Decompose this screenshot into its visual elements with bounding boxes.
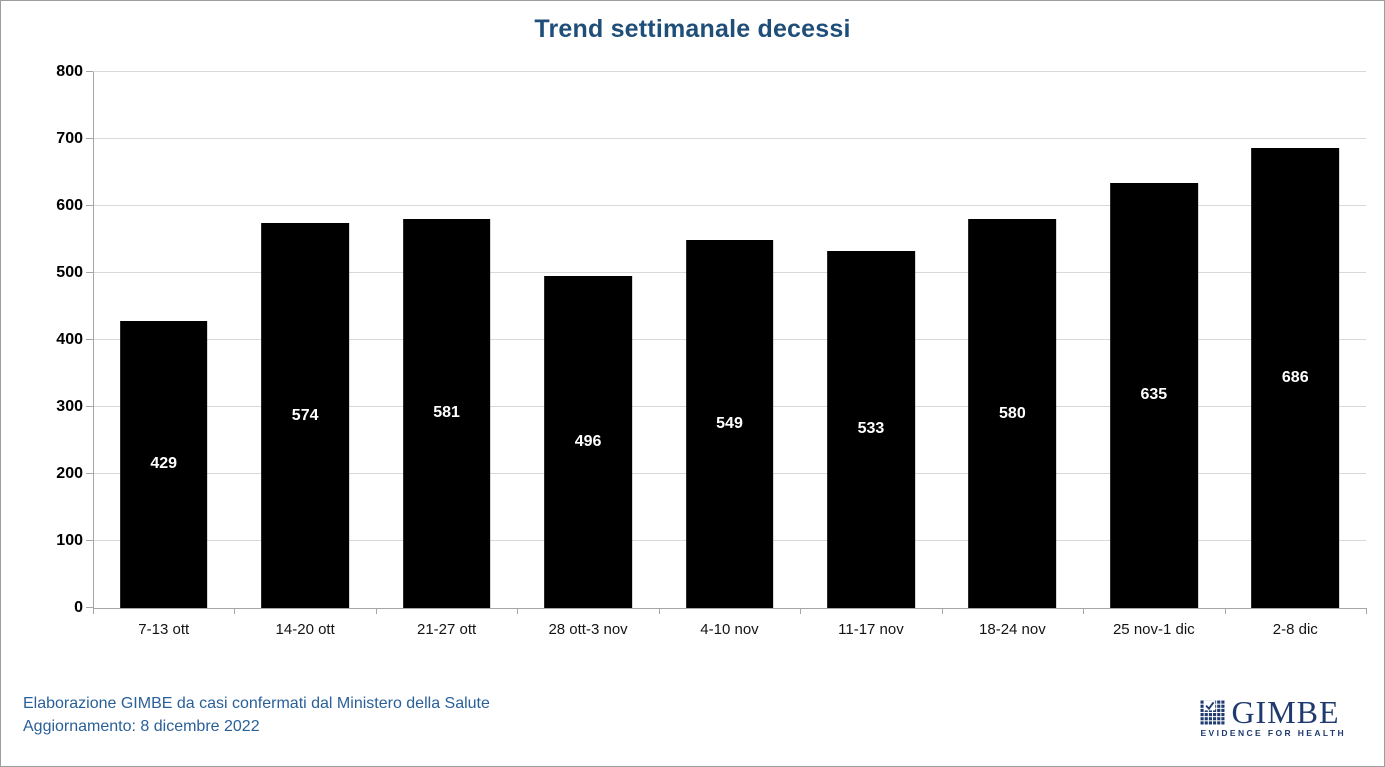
- x-axis-tick-label: 2-8 dic: [1272, 621, 1318, 638]
- bar-value-label: 574: [291, 406, 319, 424]
- x-axis-tick-label: 21-27 ott: [416, 621, 477, 638]
- bar-value-label: 580: [999, 404, 1026, 422]
- gimbe-logo-tagline: EVIDENCE FOR HEALTH: [1200, 728, 1346, 738]
- y-tick-800: [86, 71, 93, 72]
- y-tick-0: [86, 607, 93, 608]
- y-axis-tick-label: 300: [56, 398, 83, 415]
- x-tick-9: [1366, 608, 1367, 614]
- gridline-700: [93, 138, 1366, 139]
- y-axis-tick-label: 100: [56, 532, 83, 549]
- source-line: Elaborazione GIMBE da casi confermati da…: [23, 695, 490, 712]
- x-axis-tick-label: 25 nov-1 dic: [1112, 621, 1195, 638]
- bar-value-label: 533: [857, 420, 885, 438]
- x-axis-tick-label: 14-20 ott: [275, 621, 335, 638]
- x-tick-4: [658, 608, 660, 614]
- bar-28-ott-3-nov: 496: [544, 275, 632, 608]
- bar-21-27-ott: 581: [402, 218, 491, 608]
- y-axis-tick-label: 700: [56, 130, 83, 147]
- x-tick-6: [941, 608, 943, 614]
- y-axis-tick-label: 500: [56, 264, 83, 281]
- source-note: Elaborazione GIMBE da casi confermati da…: [23, 692, 490, 738]
- gridline-800: [93, 71, 1366, 72]
- bar-value-label: 429: [150, 455, 178, 473]
- bar-25-nov-1-dic: 635: [1109, 182, 1198, 608]
- x-axis-labels: 7-13 ott 14-20 ott 21-27 ott 28 ott-3 nov 4-…: [93, 621, 1366, 647]
- x-axis-tick-label: 4-10 nov: [700, 621, 759, 638]
- x-tick-2: [375, 608, 377, 614]
- y-axis-tick-label: 400: [56, 331, 83, 348]
- bar-7-13-ott: 429: [119, 320, 208, 608]
- x-axis-tick-label: 18-24 nov: [979, 621, 1046, 638]
- bar-14-20-ott: 574: [261, 223, 349, 608]
- bar-4-10-nov: 549: [685, 240, 774, 608]
- x-axis-tick-label: 28 ott-3 nov: [548, 621, 628, 638]
- y-tick-200: [86, 473, 93, 474]
- x-axis-tick-label: 11-17 nov: [838, 621, 904, 638]
- x-tick-3: [517, 608, 519, 614]
- x-tick-5: [800, 608, 802, 614]
- bar-value-label: 581: [433, 404, 460, 422]
- chart-title: Trend settimanale decessi: [534, 15, 851, 43]
- x-axis-tick-label: 7-13 ott: [138, 621, 190, 638]
- bar-11-17-nov: 533: [827, 250, 915, 608]
- gimbe-logo-text: GIMBE: [1231, 694, 1340, 730]
- y-tick-300: [86, 406, 93, 407]
- x-axis-line: [93, 608, 1366, 609]
- y-axis-tick-label: 200: [56, 465, 83, 482]
- plot-area: 429 574 581 496 549 533 580 635 686: [86, 71, 1367, 614]
- y-tick-700: [86, 138, 93, 139]
- x-tick-7: [1083, 608, 1085, 614]
- y-axis-tick-label: 0: [74, 599, 83, 616]
- bar-2-8-dic: 686: [1251, 148, 1340, 608]
- bar-18-24-nov: 580: [968, 219, 1057, 608]
- y-axis-tick-label: 600: [56, 197, 83, 214]
- y-tick-500: [86, 272, 93, 273]
- bar-value-label: 496: [574, 432, 602, 450]
- x-tick-8: [1224, 608, 1226, 614]
- y-axis-line: [93, 72, 94, 614]
- gimbe-logo-row: GIMBE: [1200, 694, 1346, 730]
- update-line: Aggiornamento: 8 dicembre 2022: [23, 718, 260, 735]
- y-tick-400: [86, 339, 93, 340]
- y-tick-100: [86, 540, 93, 541]
- bar-value-label: 686: [1281, 369, 1309, 387]
- gridline-600: [93, 205, 1366, 206]
- y-tick-600: [86, 205, 93, 206]
- bar-value-label: 549: [716, 415, 743, 433]
- bar-value-label: 635: [1140, 386, 1168, 404]
- gimbe-logo: GIMBE EVIDENCE FOR HEALTH: [1200, 694, 1346, 738]
- y-axis-tick-label: 800: [56, 63, 83, 80]
- x-tick-1: [234, 608, 236, 614]
- y-axis-labels: 0 100 200 300 400 500 600 700 800: [1, 63, 83, 616]
- gimbe-grid-check-icon: [1200, 700, 1225, 725]
